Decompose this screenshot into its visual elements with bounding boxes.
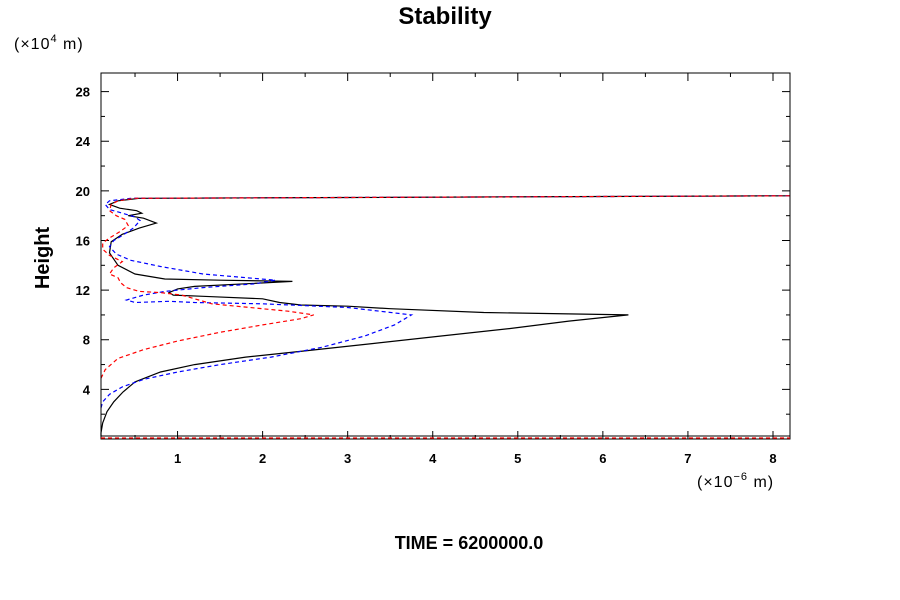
x-tick-label: 7 xyxy=(684,451,691,466)
chart-title: Stability xyxy=(398,3,492,30)
y-tick-label: 12 xyxy=(76,283,90,298)
y-tick-label: 16 xyxy=(76,233,90,248)
plot-frame xyxy=(100,72,791,440)
x-axis-unit-label: (×10−6 m) xyxy=(697,471,774,491)
x-tick-label: 2 xyxy=(259,451,266,466)
series-lines xyxy=(100,195,791,437)
x-tick-label: 6 xyxy=(599,451,606,466)
y-tick-label: 8 xyxy=(83,333,90,348)
axis-ticks xyxy=(101,73,790,439)
y-tick-label: 4 xyxy=(83,382,91,397)
x-tick-label: 8 xyxy=(769,451,776,466)
time-footer: TIME = 6200000.0 xyxy=(395,533,544,553)
y-axis-unit-label: (×104 m) xyxy=(14,33,84,53)
x-tick-label: 5 xyxy=(514,451,521,466)
y-tick-label: 20 xyxy=(76,184,90,199)
series-line-blue-dashed xyxy=(100,195,791,409)
y-tick-label: 24 xyxy=(76,134,91,149)
x-tick-label: 1 xyxy=(174,451,181,466)
x-tick-label: 3 xyxy=(344,451,351,466)
series-line-black-solid xyxy=(100,195,791,437)
series-line-red-dashed xyxy=(100,195,791,379)
y-axis-label: Height xyxy=(32,227,54,290)
y-tick-label: 28 xyxy=(76,85,90,100)
x-tick-label: 4 xyxy=(429,451,437,466)
